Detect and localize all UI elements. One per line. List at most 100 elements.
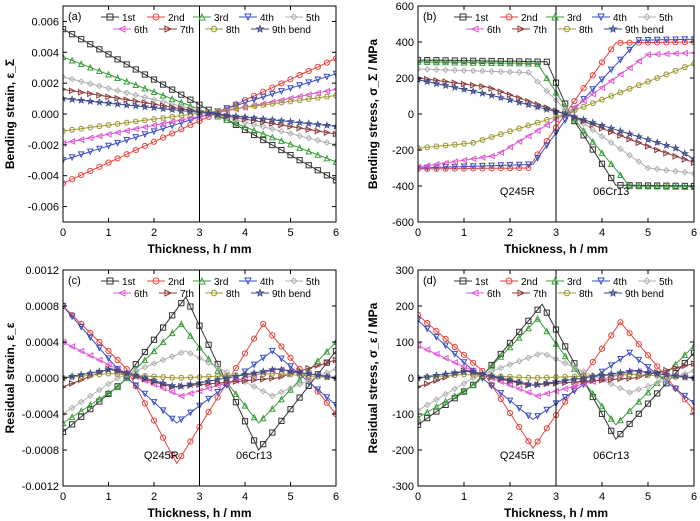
legend-marker <box>563 25 571 33</box>
data-point <box>643 368 653 377</box>
data-point <box>69 87 76 95</box>
legend-marker <box>106 277 114 285</box>
data-point <box>113 365 122 374</box>
data-point <box>305 126 313 134</box>
data-point <box>305 147 313 155</box>
x-tick-label: 6 <box>333 227 339 239</box>
data-point <box>68 343 76 350</box>
data-point <box>168 329 176 337</box>
y-tick-label: -0.0004 <box>22 409 59 421</box>
data-point <box>597 120 607 129</box>
data-point <box>533 392 541 400</box>
data-point <box>644 364 652 371</box>
data-point <box>268 392 276 400</box>
data-point <box>690 36 694 44</box>
data-point <box>314 167 321 174</box>
data-point <box>589 90 596 98</box>
data-point <box>672 167 679 175</box>
legend-label: 3rd <box>567 277 581 288</box>
data-point <box>681 36 689 44</box>
data-point <box>607 77 615 85</box>
data-point <box>644 382 652 390</box>
data-point <box>95 395 103 403</box>
data-point <box>67 95 77 103</box>
data-point <box>214 360 221 368</box>
data-point <box>123 89 131 97</box>
data-point <box>122 100 131 109</box>
data-point <box>635 410 642 417</box>
data-point <box>681 168 689 176</box>
legend-marker <box>643 13 651 21</box>
data-point <box>460 58 468 66</box>
data-point <box>608 128 615 136</box>
data-point <box>608 46 615 53</box>
data-point <box>86 334 94 342</box>
data-point <box>479 137 486 143</box>
data-point <box>690 367 694 375</box>
data-point <box>87 41 94 48</box>
data-point <box>635 356 643 364</box>
data-point <box>122 127 130 135</box>
data-point <box>269 332 276 339</box>
data-point <box>635 385 643 393</box>
data-point <box>552 374 560 380</box>
data-point <box>662 370 671 379</box>
x-tick-label: 1 <box>105 227 111 239</box>
data-point <box>132 81 140 88</box>
data-point <box>63 157 67 165</box>
data-point <box>105 159 112 166</box>
y-tick-label: 400 <box>396 37 414 49</box>
data-point <box>305 67 312 75</box>
data-point <box>588 372 597 381</box>
data-point <box>141 117 149 124</box>
x-axis-label: Thickness, h / mm <box>504 506 608 520</box>
data-point <box>534 438 541 445</box>
data-point <box>141 348 149 356</box>
data-point <box>479 67 486 75</box>
x-tick-label: 0 <box>415 491 421 503</box>
data-point <box>241 123 249 130</box>
legend-label: 3rd <box>567 13 581 24</box>
data-point <box>516 125 523 132</box>
data-point <box>653 138 662 146</box>
data-point <box>68 413 76 421</box>
data-point <box>626 151 633 159</box>
data-point <box>63 94 68 103</box>
x-tick-label: 6 <box>691 491 697 503</box>
data-point <box>96 123 103 129</box>
data-point <box>654 390 661 397</box>
legend-label: 8th <box>579 25 593 36</box>
data-point <box>450 368 459 377</box>
data-point <box>524 132 532 140</box>
data-point <box>196 374 203 380</box>
data-point <box>460 163 468 171</box>
data-point <box>232 399 240 406</box>
data-point <box>497 58 504 65</box>
data-point <box>441 369 450 378</box>
data-point <box>87 329 94 337</box>
data-point <box>644 51 652 59</box>
data-point <box>287 76 294 83</box>
data-point <box>160 81 167 88</box>
data-point <box>589 377 597 385</box>
data-point <box>626 182 634 190</box>
data-point <box>178 375 185 381</box>
data-point <box>689 154 694 163</box>
data-point <box>87 124 94 131</box>
data-point <box>323 129 331 137</box>
data-point <box>77 398 85 406</box>
data-point <box>313 370 322 379</box>
data-point <box>543 87 551 95</box>
data-point <box>534 351 541 358</box>
data-point <box>432 334 440 341</box>
data-point <box>332 141 336 149</box>
data-point <box>635 158 643 165</box>
data-point <box>589 72 596 79</box>
data-point <box>205 355 213 362</box>
data-point <box>177 381 186 390</box>
data-point <box>204 376 213 385</box>
legend-marker <box>255 288 265 297</box>
x-tick-label: 5 <box>287 227 293 239</box>
data-point <box>469 381 477 389</box>
data-point <box>141 356 149 364</box>
